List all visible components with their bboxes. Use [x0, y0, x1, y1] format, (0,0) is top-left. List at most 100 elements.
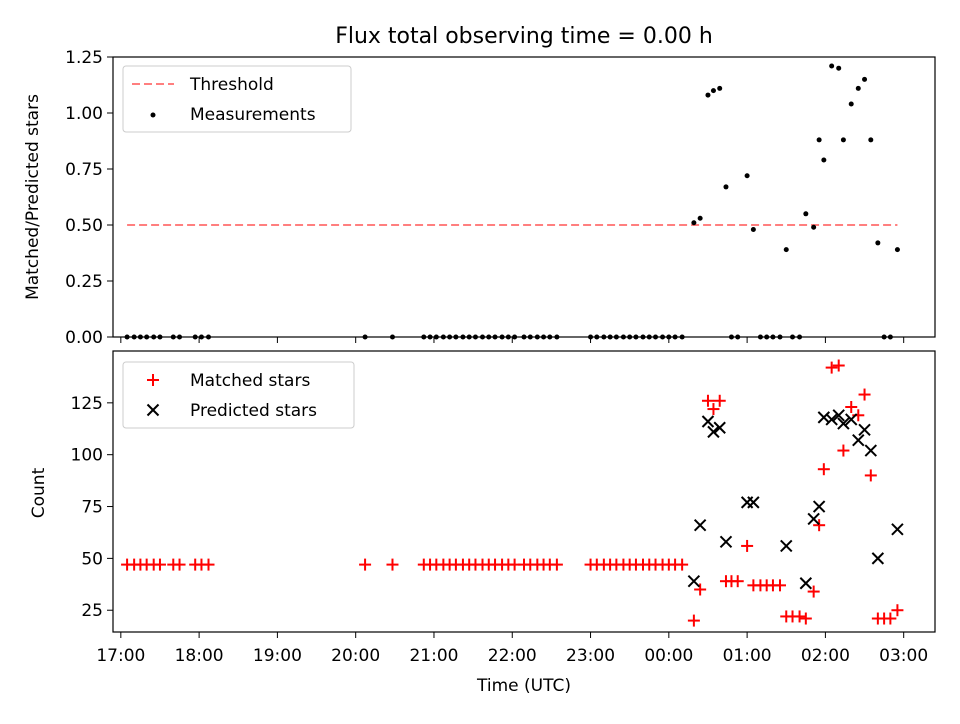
measurement-point	[131, 334, 137, 340]
top-chart-title: Flux total observing time = 0.00 h	[335, 24, 713, 49]
matched-point	[701, 394, 714, 407]
legend-matched-marker	[147, 374, 159, 386]
bottom-y-tick-label: 75	[81, 498, 103, 518]
measurement-point	[653, 334, 659, 340]
x-tick-label: 03:00	[879, 646, 928, 666]
measurement-point	[705, 92, 711, 98]
top-legend: Threshold Measurements	[122, 65, 352, 133]
predicted-point	[812, 500, 826, 513]
measurement-point	[433, 334, 439, 340]
measurement-point	[198, 334, 204, 340]
measurement-point	[170, 334, 176, 340]
measurement-point	[192, 334, 198, 340]
measurement-point	[862, 76, 868, 82]
matched-point	[153, 558, 166, 571]
bottom-plot-area: 25 50 75 100 125 17:00 18:00 19:00 20:00 21:00 22:…	[71, 350, 936, 666]
measurement-point	[492, 334, 498, 340]
measurement-point	[881, 334, 887, 340]
matched-point	[825, 361, 838, 374]
measurement-point	[717, 85, 723, 91]
predicted-point-b	[858, 423, 871, 437]
matched-point	[845, 400, 858, 413]
measurement-point	[486, 334, 492, 340]
predicted-point-b	[825, 413, 838, 426]
legend-matched-label: Matched stars	[190, 371, 310, 391]
top-y-tick-label: 1.00	[65, 104, 103, 124]
legend-predicted-marker	[146, 403, 160, 417]
measurement-point	[836, 65, 842, 71]
measurement-point	[594, 334, 600, 340]
matched-point	[884, 612, 897, 625]
measurement-point	[427, 334, 433, 340]
legend-cross-b	[146, 403, 160, 417]
matched-point	[858, 388, 871, 401]
bottom-y-axis-label: Count	[29, 467, 49, 518]
x-tick-label: 01:00	[723, 646, 772, 666]
matched-point	[817, 463, 830, 476]
x-tick-label: 21:00	[409, 646, 458, 666]
measurement-point	[660, 334, 666, 340]
measurement-point	[710, 88, 716, 94]
measurement-point	[783, 247, 789, 253]
legend-threshold-label: Threshold	[189, 75, 274, 95]
measurement-point	[840, 137, 846, 143]
predicted-point-b	[693, 518, 707, 532]
bottom-y-tick-label: 50	[81, 549, 103, 569]
top-y-tick-label: 0.75	[65, 160, 103, 180]
measurement-point	[764, 334, 770, 340]
top-y-tick-label: 1.25	[65, 48, 103, 68]
legend-plus	[147, 374, 159, 386]
matched-point	[687, 614, 700, 627]
top-y-tick-label: 0.00	[65, 328, 103, 348]
measurement-point	[440, 334, 446, 340]
measurement-point	[691, 220, 697, 226]
predicted-point-b	[799, 577, 813, 590]
matched-point	[694, 583, 707, 596]
predicted-point-b	[817, 411, 831, 424]
matched-point	[707, 403, 720, 416]
measurement-point	[362, 334, 368, 340]
predicted-point	[817, 411, 831, 424]
measurement-point	[541, 334, 547, 340]
measurement-point	[499, 334, 505, 340]
predicted-point-b	[837, 417, 850, 430]
measurement-point	[797, 334, 803, 340]
measurement-point	[757, 334, 763, 340]
measurement-point	[723, 184, 729, 190]
matched-point	[813, 519, 826, 532]
predicted-point	[825, 413, 838, 426]
measurement-point	[829, 63, 835, 69]
predicted-point-b	[701, 415, 715, 428]
legend-predicted-label: Predicted stars	[190, 401, 317, 421]
predicted-point	[864, 444, 878, 457]
legend-measurements-marker	[150, 112, 156, 118]
matched-point	[550, 558, 563, 571]
matched-point	[676, 558, 689, 571]
measurement-point	[679, 334, 685, 340]
predicted-point	[747, 496, 760, 509]
matched-point	[773, 579, 786, 592]
predicted-point	[832, 409, 845, 422]
measurement-point	[666, 334, 672, 340]
measurement-point	[521, 334, 527, 340]
measurement-point	[527, 334, 533, 340]
predicted-point	[780, 539, 793, 553]
predicted-point	[845, 413, 858, 426]
matched-point	[173, 558, 186, 571]
predicted-point	[799, 577, 813, 590]
matched-point	[793, 610, 806, 623]
measurement-point	[672, 334, 678, 340]
measurement-point	[144, 334, 150, 340]
measurement-point	[894, 247, 900, 253]
measurement-point	[124, 334, 130, 340]
top-y-tick-label: 0.25	[65, 272, 103, 292]
measurement-point	[875, 240, 881, 246]
measurement-point	[613, 334, 619, 340]
predicted-point-b	[891, 523, 904, 536]
measurement-point	[887, 334, 893, 340]
measurement-point	[601, 334, 607, 340]
measurement-point	[803, 211, 809, 217]
predicted-point	[871, 552, 885, 565]
predicted-point-b	[807, 512, 820, 526]
